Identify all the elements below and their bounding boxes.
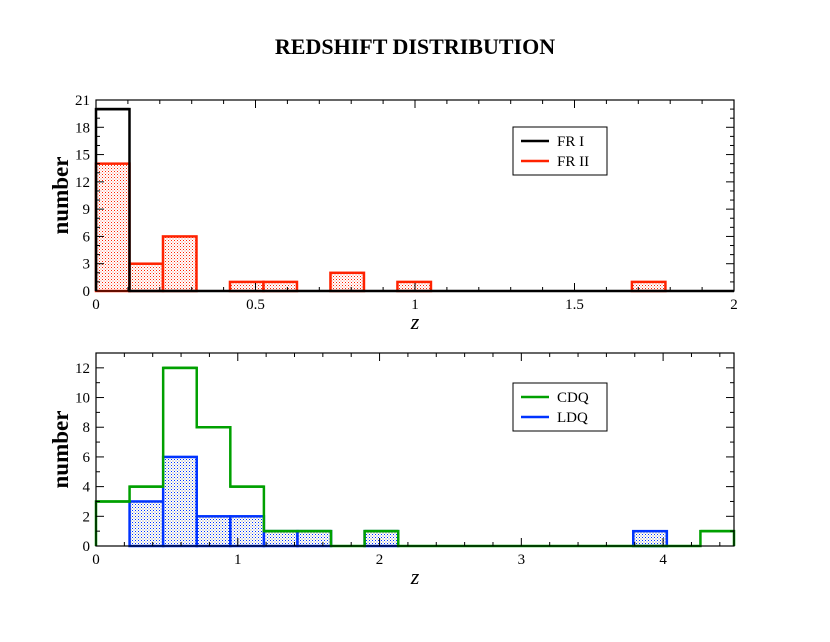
histogram-bar	[195, 515, 232, 548]
y-tick-label: 2	[83, 509, 91, 525]
histogram-bar	[296, 529, 333, 548]
y-tick-label: 15	[75, 148, 90, 164]
x-tick-label: 4	[659, 552, 667, 568]
legend-box	[512, 382, 608, 432]
y-tick-label: 18	[75, 120, 90, 136]
histogram-bar	[329, 271, 366, 293]
histogram-bar	[161, 455, 198, 548]
y-tick-label: 8	[83, 420, 91, 436]
x-tick-label: 1	[411, 297, 419, 313]
plot-frame	[95, 352, 735, 547]
chart-title: REDSHIFT DISTRIBUTION	[274, 34, 556, 59]
histogram-bar	[262, 529, 299, 548]
x-tick-label: 0.5	[246, 297, 265, 313]
x-axis-title: z	[410, 309, 420, 334]
y-tick-label: 10	[75, 391, 90, 407]
x-tick-label: 0	[92, 552, 100, 568]
legend-label: CDQ	[557, 390, 589, 406]
histogram-bar	[396, 280, 433, 293]
x-tick-label: 0	[92, 297, 100, 313]
x-tick-label: 3	[518, 552, 526, 568]
histogram-bar	[128, 262, 165, 293]
legend: FR I FR II	[512, 126, 608, 176]
x-tick-label: 2	[376, 552, 384, 568]
y-tick-label: 6	[83, 450, 91, 466]
y-axis-title: number	[48, 157, 73, 235]
y-tick-label: 12	[75, 175, 90, 191]
y-tick-label: 3	[83, 257, 91, 273]
histogram-bar	[630, 280, 667, 293]
histogram-bar	[228, 280, 265, 293]
y-tick-label: 9	[83, 202, 91, 218]
histogram-bar	[363, 529, 400, 548]
y-tick-label: 0	[83, 284, 91, 300]
y-tick-label: 21	[75, 93, 90, 109]
x-tick-label: 2	[730, 297, 738, 313]
legend-label: FR II	[557, 154, 589, 170]
histogram-bar	[229, 515, 266, 548]
y-tick-label: 12	[75, 361, 90, 377]
y-axis-title: number	[48, 411, 73, 489]
y-tick-label: 4	[83, 480, 91, 496]
x-tick-label: 1.5	[565, 297, 584, 313]
y-tick-label: 6	[83, 229, 91, 245]
series-fr-ii	[94, 162, 667, 293]
panel-radio-galaxies: 0 3 6 9 12 15 18 21 0 0.5 1 1.5 2 z number FR I FR II	[48, 93, 738, 334]
legend-box	[512, 126, 608, 176]
histogram-bar	[128, 500, 165, 548]
legend: CDQ LDQ	[512, 382, 608, 432]
x-tick-label: 1	[234, 552, 242, 568]
histogram-bar	[94, 162, 131, 293]
legend-label: LDQ	[557, 410, 588, 426]
histogram-bar	[262, 280, 299, 293]
legend-label: FR I	[557, 134, 584, 150]
histogram-bar	[632, 529, 669, 548]
x-axis-title: z	[410, 564, 420, 589]
histogram-bar	[161, 235, 198, 293]
y-tick-label: 0	[83, 539, 91, 555]
